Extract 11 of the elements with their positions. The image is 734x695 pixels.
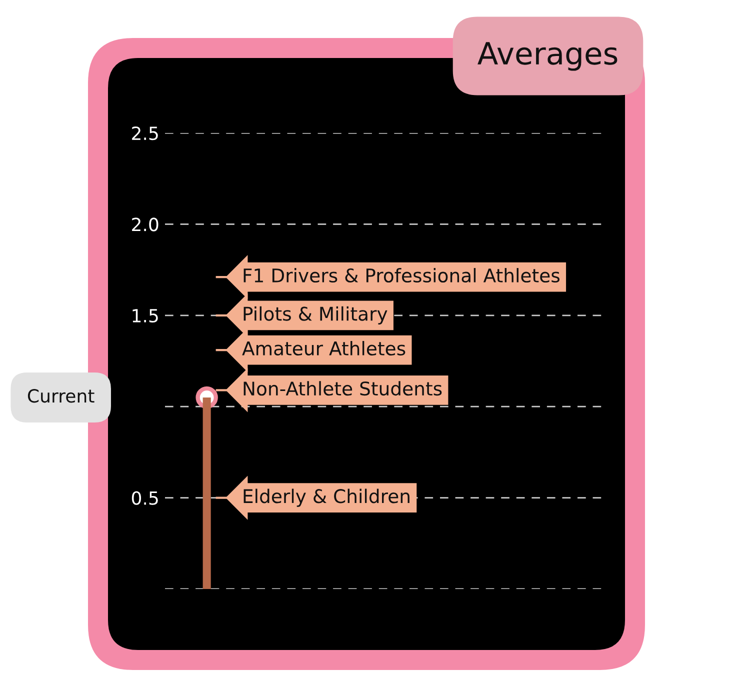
text: Current <box>28 389 94 403</box>
y-tick-label: 2.0 <box>132 218 158 232</box>
chart-title: Averages <box>478 42 618 71</box>
y-tick-label: 1.5 <box>132 309 158 323</box>
ref-line-label: Elderly & Children <box>244 488 410 507</box>
y-tick-label: 0.5 <box>132 491 158 505</box>
ref-line-label: F1 Drivers & Professional Athletes <box>244 268 560 283</box>
y-tick-label: 2.5 <box>132 126 158 140</box>
ref-line-label: Non-Athlete Students <box>244 381 442 396</box>
ref-line-label: Amateur Athletes <box>242 340 406 356</box>
ref-line-label: Pilots & Military <box>244 306 388 324</box>
